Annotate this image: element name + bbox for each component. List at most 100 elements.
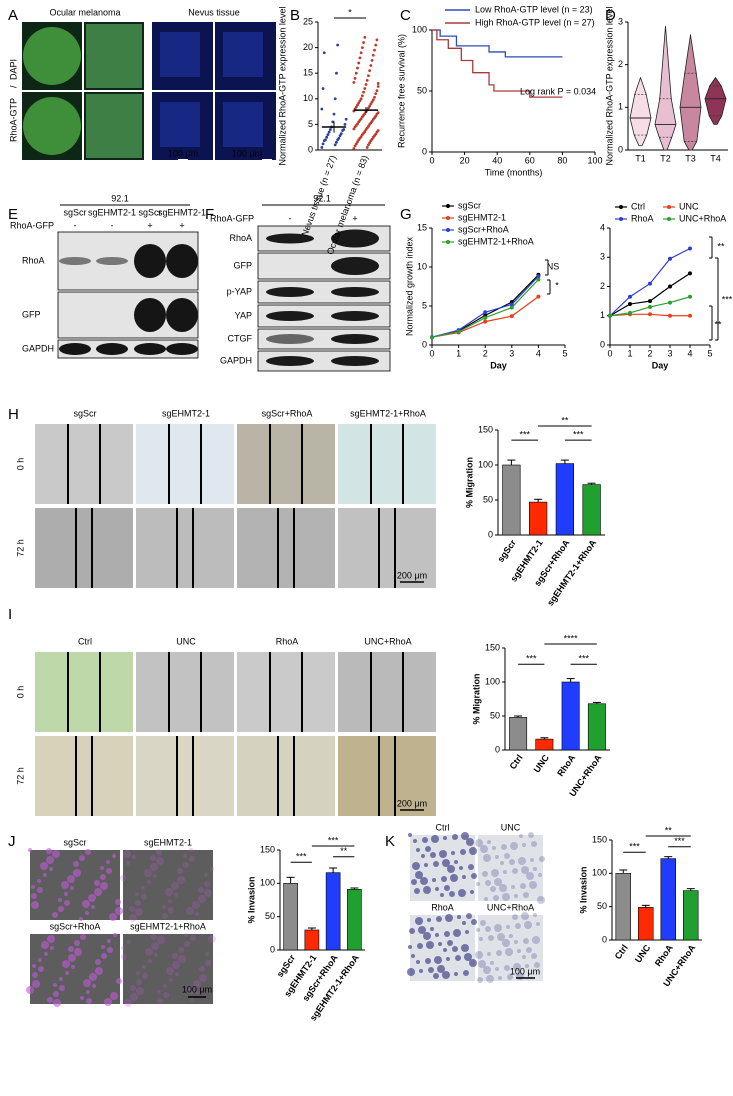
legend-marker xyxy=(667,217,671,221)
stain-label: RhoA-GTP xyxy=(8,98,18,142)
dot xyxy=(370,137,374,141)
cell xyxy=(115,899,121,905)
y-tick-label: 50 xyxy=(490,710,500,720)
blot-row xyxy=(257,304,391,328)
cell xyxy=(31,893,37,899)
lane-label: sgEHMT2-1 xyxy=(158,207,206,217)
dot xyxy=(365,146,369,149)
y-tick-label: 150 xyxy=(592,834,607,844)
cell xyxy=(428,967,434,973)
cell xyxy=(433,861,439,867)
dot xyxy=(374,132,378,136)
cell xyxy=(431,835,439,843)
cell xyxy=(414,888,420,894)
x-tick-label: Ctrl xyxy=(613,943,630,961)
cell xyxy=(534,962,540,968)
cell xyxy=(416,960,420,964)
blot-row xyxy=(257,280,391,304)
cell xyxy=(478,960,486,968)
dot xyxy=(367,143,370,147)
bar xyxy=(582,484,601,536)
significance-label: ** xyxy=(561,415,569,425)
dot xyxy=(321,142,325,146)
cell xyxy=(514,894,518,898)
legend-label: Low RhoA-GTP level (n = 23) xyxy=(475,4,593,14)
cell xyxy=(141,886,145,890)
band xyxy=(134,298,166,332)
cell xyxy=(49,867,53,871)
cell xyxy=(435,933,439,937)
cell xyxy=(475,951,483,959)
dot xyxy=(325,135,329,139)
wound-image xyxy=(338,508,436,588)
cell xyxy=(198,887,204,893)
cell xyxy=(415,871,423,879)
cell xyxy=(490,886,496,892)
legend-label: UNC xyxy=(679,201,699,211)
cell xyxy=(168,899,172,903)
growth-line xyxy=(609,272,691,317)
dot xyxy=(374,114,378,118)
significance-label: **** xyxy=(564,633,579,643)
marker xyxy=(668,284,672,289)
marker xyxy=(688,271,692,276)
cell xyxy=(519,834,523,838)
survival-curve xyxy=(432,29,563,58)
cell xyxy=(408,833,412,837)
x-tick-label: 2 xyxy=(483,348,488,358)
dot xyxy=(375,38,379,42)
cell xyxy=(205,960,211,966)
cell xyxy=(104,998,112,1006)
cell xyxy=(526,947,532,953)
cell xyxy=(165,888,173,896)
cell xyxy=(425,846,431,852)
dot xyxy=(353,144,357,148)
cell xyxy=(454,860,458,864)
cell xyxy=(517,949,521,953)
y-axis-label: % Migration xyxy=(471,674,481,725)
x-tick-label: T4 xyxy=(710,153,721,163)
cell xyxy=(415,917,423,925)
cell xyxy=(520,883,526,889)
cell xyxy=(495,967,499,971)
cell xyxy=(28,848,32,852)
cell xyxy=(107,939,111,943)
dot xyxy=(339,132,343,136)
dot xyxy=(320,107,324,111)
cell xyxy=(470,890,474,894)
cell xyxy=(462,875,466,879)
legend-marker xyxy=(446,204,450,208)
significance-label: NS xyxy=(547,261,560,271)
y-axis-label: % Invasion xyxy=(246,876,256,923)
legend-marker xyxy=(667,205,671,209)
dot xyxy=(328,128,332,131)
legend-label: sgEHMT2-1+RhoA xyxy=(458,236,534,246)
y-tick-label: 0 xyxy=(602,934,607,944)
dot xyxy=(374,92,378,96)
dot xyxy=(358,99,362,103)
cell xyxy=(129,906,135,912)
band xyxy=(166,298,198,332)
cell xyxy=(424,863,428,867)
legend-marker xyxy=(619,217,623,221)
band xyxy=(331,229,379,248)
cell xyxy=(486,975,494,983)
band xyxy=(59,257,91,265)
cell xyxy=(101,953,107,959)
dot xyxy=(356,66,359,70)
x-tick-label: 2 xyxy=(647,348,652,358)
row-label: GAPDH xyxy=(22,343,54,353)
cell xyxy=(510,842,518,850)
significance-label: *** xyxy=(722,294,733,304)
marker xyxy=(483,315,488,320)
cell xyxy=(479,937,483,941)
cell xyxy=(92,984,96,988)
cell xyxy=(123,850,131,858)
row-label: RhoA xyxy=(229,233,252,243)
cell xyxy=(32,972,38,978)
cell xyxy=(157,998,163,1004)
cell xyxy=(483,854,491,862)
marker xyxy=(509,314,514,319)
cell xyxy=(112,854,116,858)
cell xyxy=(121,954,127,960)
